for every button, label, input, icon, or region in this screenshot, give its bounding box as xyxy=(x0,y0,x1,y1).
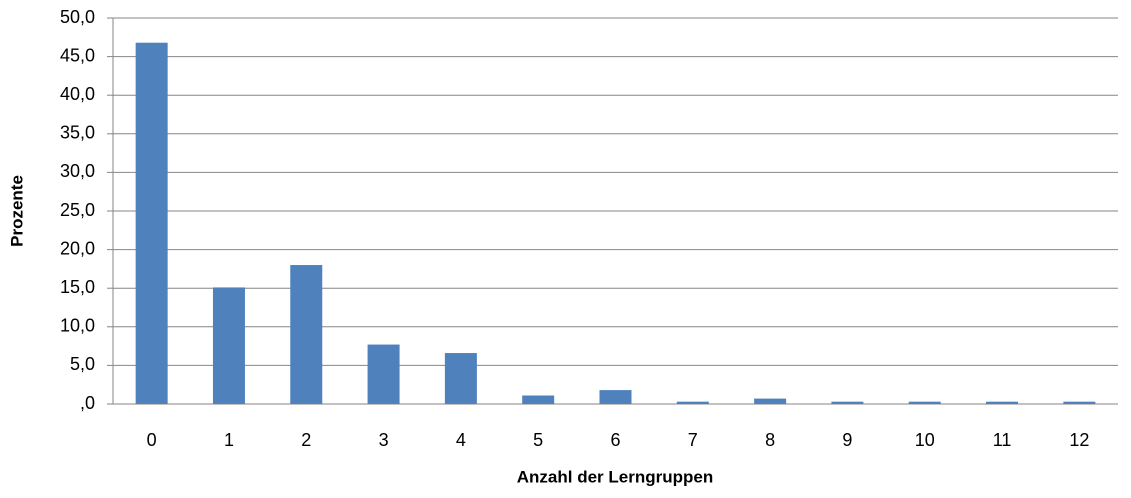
y-tick-label: 45,0 xyxy=(60,45,95,65)
bar xyxy=(212,287,245,404)
x-tick-label: 8 xyxy=(765,430,775,450)
bar xyxy=(290,265,323,404)
bar xyxy=(1063,401,1096,404)
x-tick-label: 6 xyxy=(610,430,620,450)
y-tick-label: 35,0 xyxy=(60,123,95,143)
y-tick-label: 20,0 xyxy=(60,238,95,258)
bar xyxy=(831,401,864,404)
x-tick-label: 9 xyxy=(842,430,852,450)
y-tick-label: 15,0 xyxy=(60,277,95,297)
x-tick-label: 7 xyxy=(688,430,698,450)
x-axis-title: Anzahl der Lerngruppen xyxy=(517,467,713,486)
x-tick-label: 1 xyxy=(224,430,234,450)
x-tick-label: 10 xyxy=(915,430,935,450)
y-tick-label: 30,0 xyxy=(60,161,95,181)
bar xyxy=(135,42,168,404)
y-axis-title: Prozente xyxy=(7,175,26,247)
y-tick-label: 10,0 xyxy=(60,316,95,336)
y-tick-label: 40,0 xyxy=(60,84,95,104)
x-tick-label: 0 xyxy=(147,430,157,450)
bar xyxy=(367,344,400,404)
bar xyxy=(444,353,477,404)
x-tick-label: 12 xyxy=(1069,430,1089,450)
bar xyxy=(599,390,632,404)
bar xyxy=(986,401,1019,404)
y-tick-label: 25,0 xyxy=(60,200,95,220)
bar xyxy=(522,395,555,404)
x-tick-label: 4 xyxy=(456,430,466,450)
x-tick-label: 2 xyxy=(301,430,311,450)
bar xyxy=(754,398,787,404)
y-tick-label: 50,0 xyxy=(60,7,95,27)
y-tick-label: ,0 xyxy=(80,393,95,413)
bar xyxy=(908,401,941,404)
x-tick-label: 5 xyxy=(533,430,543,450)
bar xyxy=(676,401,709,404)
y-tick-label: 5,0 xyxy=(70,354,95,374)
x-tick-label: 11 xyxy=(993,430,1012,450)
x-tick-label: 3 xyxy=(379,430,389,450)
